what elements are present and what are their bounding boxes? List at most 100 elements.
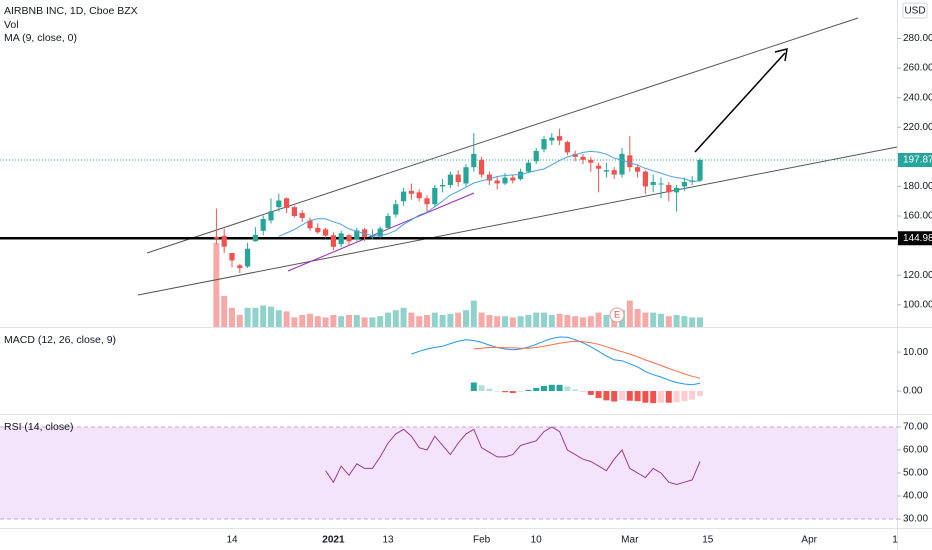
x-tick-label: 14 [226,535,238,546]
y-tick-label: 10.00 [903,347,928,358]
volume-bar [252,307,259,327]
volume-bar [377,316,384,327]
y-tick-label: 220.00 [903,122,932,133]
candle-body [377,228,383,237]
macd-histogram-bar [470,382,477,392]
rsi-line [325,426,701,486]
x-tick-label: Apr [801,535,817,546]
candle-body [307,220,313,229]
arrow-line [694,52,786,153]
volume-bar [275,310,282,327]
candle-body [471,153,477,168]
candle-body [447,174,453,185]
volume-bar [525,315,532,327]
macd-histogram-bar [580,391,586,393]
volume-bar [595,312,602,327]
volume-bar [330,315,337,327]
candle-body [323,229,329,236]
macd-histogram-bar [665,391,672,403]
candle-body [284,198,290,209]
volume-bar [283,311,290,327]
macd-histogram-bar [556,384,563,392]
macd-histogram-bar [595,391,602,399]
candle-body [533,150,539,162]
macd-histogram-bar [673,391,680,403]
volume-bar [307,313,313,327]
candle-body [494,180,500,184]
candle-body [479,159,485,175]
currency-box[interactable] [902,2,928,19]
candle-body [416,192,422,199]
x-tick-label: 10 [531,535,543,546]
volume-bar [346,315,352,327]
candle-body [401,191,407,202]
candle-body [564,142,570,153]
y-tick-label: 120.00 [903,270,932,281]
candle-body [588,159,594,163]
ma-line [278,150,701,237]
candle-body [346,235,352,242]
legend-rsi: RSI (14, close) [4,421,73,433]
macd-histogram-bar [548,384,555,392]
macd-histogram-bar [611,391,618,402]
volume-bar [291,317,298,327]
candle-body [424,198,430,205]
candle-body [635,167,641,172]
candle-body [463,167,469,184]
volume-bar [260,305,267,327]
candle-body [276,200,282,208]
volume-bar [447,313,454,327]
y-tick-label: 50.00 [903,468,928,479]
macd-histogram-bar [541,385,547,392]
volume-bar [556,313,563,327]
volume-bar [681,316,688,327]
macd-histogram-bar [572,389,579,392]
volume-bar [353,315,360,327]
volume-bar [322,317,329,327]
volume-bar [509,317,516,327]
x-tick-label: 2021 [322,535,345,546]
candle-body [299,213,305,218]
y-tick-label: 280.00 [903,33,932,44]
candle-body [681,181,687,187]
volume-bar [548,315,555,327]
volume-bar [424,315,430,327]
candle-body [385,216,391,228]
volume-bar [603,315,610,327]
volume-bar [229,307,235,327]
candle-body [260,218,266,231]
candle-body [221,235,227,247]
y-tick-label: 260.00 [903,63,932,74]
candle-body [674,187,680,193]
candle-body [237,265,243,269]
volume-bar [572,316,579,327]
volume-bar [314,316,321,327]
candle-body [658,183,664,185]
volume-bar [478,312,485,327]
candle-body [650,181,656,185]
price-label: 197.87 [903,155,932,166]
y-tick-label: 60.00 [903,445,928,456]
legend-macd: MACD (12, 26, close, 9) [4,334,116,346]
volume-bar [697,317,703,327]
candle-body [611,170,617,175]
volume-bar [213,243,220,327]
x-tick-label: 15 [702,535,714,546]
candle-body [338,233,344,245]
candle-body [603,170,609,172]
price-label-box [898,231,932,246]
macd-histogram-bar [681,391,688,402]
candle-body [580,156,586,160]
volume-bar [470,300,477,327]
candle-body [268,211,274,221]
volume-bar [658,313,664,327]
volume-bar [455,312,462,327]
channel-upper [146,17,859,254]
macd-histogram-bar [603,391,610,401]
candle-body [252,234,258,242]
y-tick-label: 40.00 [903,491,928,502]
candle-body [572,153,578,157]
candle-body [408,190,414,194]
candle-body [432,187,438,205]
